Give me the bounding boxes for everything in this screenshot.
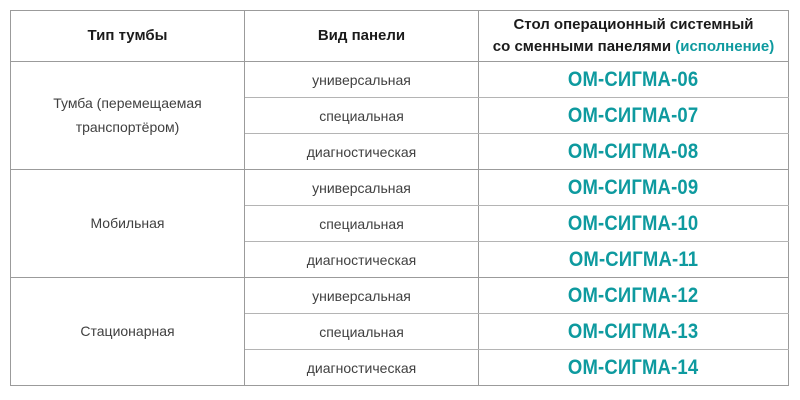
table-row: Тумба (перемещаемая транспортёром) униве… [10,61,789,170]
panel-type-cell: диагностическая [244,133,479,170]
table-row: специальная ОМ-СИГМА-10 [11,205,789,242]
model-cell: ОМ-СИГМА-13 [478,313,789,350]
model-cell: ОМ-СИГМА-06 [478,61,789,98]
operating-table-models-table: Тип тумбы Вид панели Стол операционный с… [10,10,789,386]
model-code: ОМ-СИГМА-07 [568,103,699,127]
table-row: диагностическая ОМ-СИГМА-08 [11,133,789,170]
table-row: специальная ОМ-СИГМА-07 [11,97,789,134]
table-row: Мобильная универсальная ОМ-СИГМА-09 [10,169,789,278]
model-cell: ОМ-СИГМА-11 [478,241,789,278]
col-header-cabinet-type: Тип тумбы [10,10,245,62]
table-header: Тип тумбы Вид панели Стол операционный с… [10,10,789,62]
model-code: ОМ-СИГМА-11 [568,247,699,271]
model-code: ОМ-СИГМА-12 [568,283,699,307]
header-row: Тип тумбы Вид панели Стол операционный с… [10,10,789,62]
table-row: диагностическая ОМ-СИГМА-14 [11,349,789,386]
panel-type-cell: универсальная [244,277,479,314]
table-row: Стационарная универсальная ОМ-СИГМА-12 [10,277,789,386]
panel-type-cell: специальная [244,97,479,134]
model-code: ОМ-СИГМА-08 [568,139,699,163]
panel-type-cell: диагностическая [244,241,479,278]
model-cell: ОМ-СИГМА-07 [478,97,789,134]
model-code: ОМ-СИГМА-06 [568,67,699,91]
cabinet-type-cell: Тумба (перемещаемая транспортёром) [10,61,245,170]
panel-type-cell: специальная [244,205,479,242]
panel-type-cell: универсальная [244,61,479,98]
cabinet-type-cell: Стационарная [10,277,245,386]
page: Тип тумбы Вид панели Стол операционный с… [10,10,789,386]
col-header-panel-type: Вид панели [244,10,479,62]
model-cell: ОМ-СИГМА-08 [478,133,789,170]
col-header-model: Стол операционный системный со сменными … [478,10,789,62]
model-cell: ОМ-СИГМА-12 [478,277,789,314]
panel-type-cell: универсальная [244,169,479,206]
table-row: диагностическая ОМ-СИГМА-11 [11,241,789,278]
panel-type-cell: специальная [244,313,479,350]
col-header-model-accent: (исполнение) [675,38,775,55]
model-code: ОМ-СИГМА-13 [568,319,699,343]
model-cell: ОМ-СИГМА-09 [478,169,789,206]
table-row: специальная ОМ-СИГМА-13 [11,313,789,350]
panel-type-cell: диагностическая [244,349,479,386]
model-code: ОМ-СИГМА-09 [568,175,699,199]
cabinet-type-cell: Мобильная [10,169,245,278]
model-cell: ОМ-СИГМА-10 [478,205,789,242]
table-body: Тумба (перемещаемая транспортёром) униве… [10,61,789,386]
col-header-model-line1: Стол операционный системный [513,16,754,34]
model-code: ОМ-СИГМА-10 [568,211,699,235]
model-cell: ОМ-СИГМА-14 [478,349,789,386]
model-code: ОМ-СИГМА-14 [568,355,699,379]
col-header-model-line2: со сменными панелями [492,38,672,55]
